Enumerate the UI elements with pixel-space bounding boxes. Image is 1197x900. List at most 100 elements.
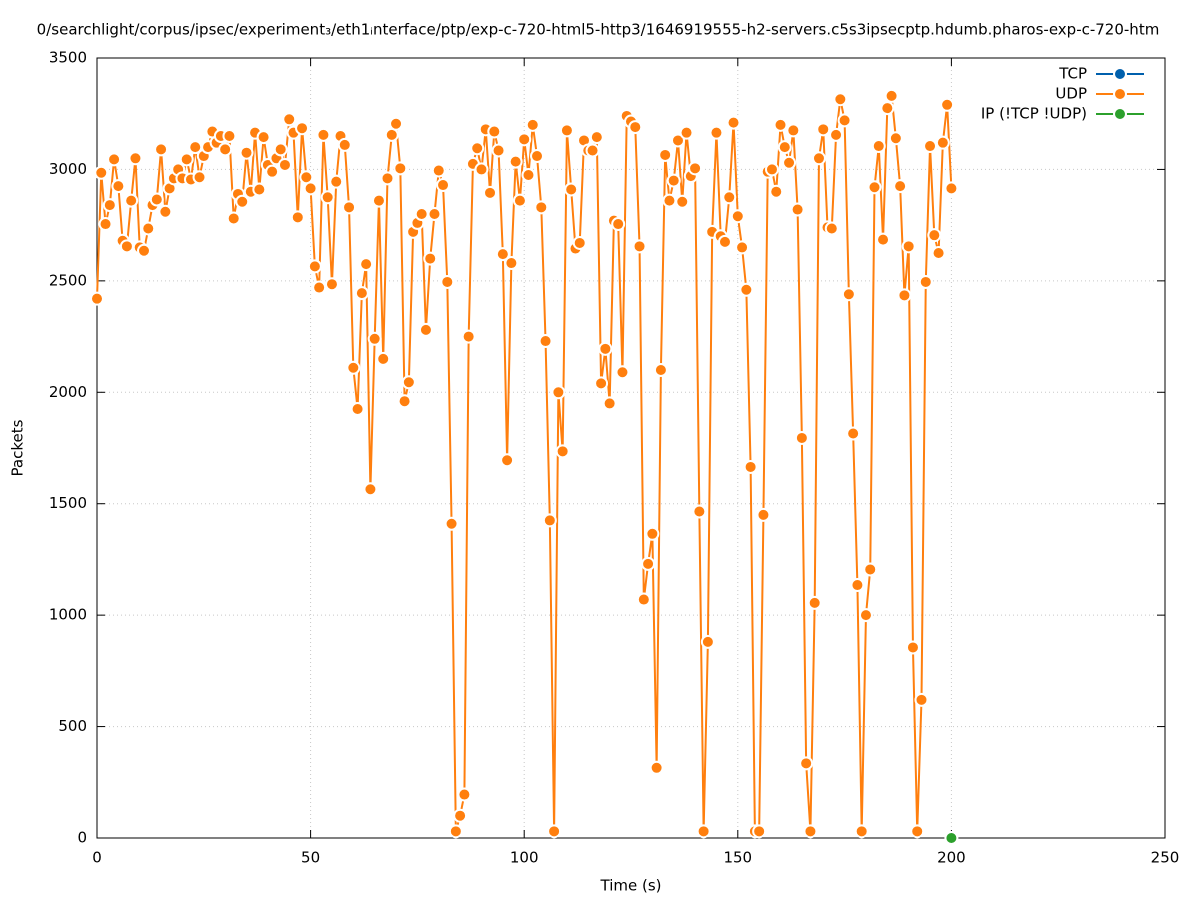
data-point — [119, 239, 134, 254]
data-point — [679, 125, 694, 140]
y-tick-label: 1500 — [49, 494, 87, 512]
data-point — [470, 141, 485, 156]
data-point — [752, 824, 767, 839]
data-point — [824, 221, 839, 236]
data-point — [367, 331, 382, 346]
data-point — [512, 193, 527, 208]
data-point — [611, 217, 626, 232]
data-point — [427, 207, 442, 221]
data-point — [517, 132, 532, 147]
data-point — [389, 116, 404, 131]
data-point — [538, 334, 553, 349]
data-point — [320, 190, 335, 205]
data-point — [722, 190, 737, 205]
x-axis-label: Time (s) — [600, 877, 662, 895]
data-point — [154, 142, 169, 157]
data-point — [598, 341, 613, 356]
data-point — [440, 274, 455, 289]
data-point — [401, 375, 416, 390]
data-point — [547, 824, 562, 839]
data-point — [414, 207, 429, 221]
data-point — [457, 787, 472, 802]
data-point — [884, 88, 899, 103]
data-point — [594, 376, 609, 391]
data-point — [756, 507, 771, 522]
data-point — [918, 274, 933, 289]
data-point — [615, 365, 630, 380]
data-point — [453, 808, 468, 823]
x-tick-label: 150 — [723, 849, 752, 867]
data-point — [675, 194, 690, 209]
data-point — [688, 161, 703, 176]
data-point — [500, 453, 515, 468]
data-point — [893, 179, 908, 194]
data-point — [854, 824, 869, 839]
data-point — [837, 113, 852, 128]
x-tick-label: 200 — [937, 849, 966, 867]
data-point — [777, 140, 792, 155]
data-point — [235, 194, 250, 209]
data-point — [816, 122, 831, 137]
data-point — [534, 200, 549, 215]
data-point — [559, 123, 574, 138]
data-point — [431, 163, 446, 178]
data-point — [423, 251, 438, 266]
data-point — [290, 210, 305, 225]
data-point — [871, 139, 886, 154]
data-point — [850, 578, 865, 593]
data-point — [717, 234, 732, 249]
data-point — [436, 178, 451, 193]
data-point — [192, 170, 207, 185]
data-point — [811, 151, 826, 166]
data-point — [940, 97, 955, 112]
data-point — [393, 161, 408, 176]
data-point — [521, 168, 536, 182]
data-point — [487, 124, 502, 139]
data-point — [692, 504, 707, 519]
data-point — [342, 200, 357, 215]
data-point — [914, 692, 929, 707]
data-point — [645, 526, 660, 541]
data-point — [239, 145, 254, 160]
data-point — [602, 396, 617, 411]
data-point — [867, 180, 882, 195]
legend-marker — [1113, 67, 1127, 81]
data-point — [782, 155, 797, 170]
data-point — [944, 181, 959, 196]
data-point — [662, 193, 677, 208]
data-point — [696, 824, 711, 839]
data-point — [739, 282, 754, 297]
data-point — [743, 459, 758, 474]
data-point — [474, 162, 489, 177]
data-point — [880, 101, 895, 116]
data-point — [90, 291, 104, 306]
data-point — [303, 181, 318, 196]
chart-title: 0/searchlight/corpus/ipsec/experiment₃/e… — [37, 21, 1160, 39]
data-point — [901, 239, 916, 254]
data-point — [786, 123, 801, 138]
data-point — [376, 351, 391, 366]
data-point — [504, 256, 519, 271]
legend-marker — [1113, 107, 1127, 121]
legend-label: TCP — [1058, 65, 1087, 83]
data-point — [927, 228, 942, 243]
data-point — [670, 133, 685, 148]
x-tick-label: 50 — [301, 849, 320, 867]
data-point — [226, 211, 241, 226]
data-point — [307, 259, 322, 274]
data-point — [491, 143, 506, 158]
data-point — [863, 562, 878, 577]
data-point — [508, 154, 523, 169]
data-point — [944, 831, 959, 845]
data-point — [265, 164, 280, 179]
data-point — [149, 192, 164, 207]
data-point — [111, 179, 126, 194]
x-tick-label: 100 — [510, 849, 539, 867]
data-point — [277, 157, 292, 172]
data-point — [585, 143, 600, 158]
data-point — [910, 824, 925, 839]
data-point — [495, 247, 510, 262]
data-point — [346, 360, 361, 375]
data-point — [666, 173, 681, 188]
data-point — [632, 239, 647, 254]
